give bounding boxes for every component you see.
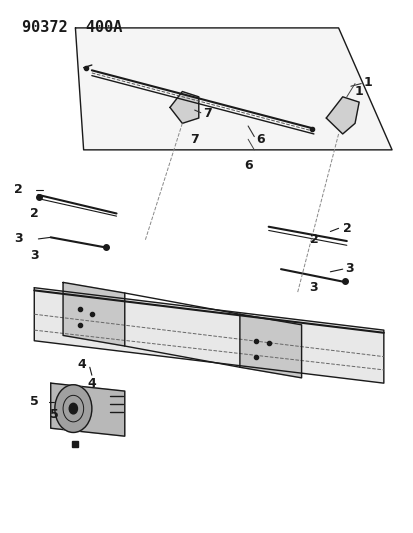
Text: 2: 2 bbox=[14, 183, 22, 196]
Text: 4: 4 bbox=[87, 377, 96, 390]
Text: 3: 3 bbox=[309, 281, 318, 294]
Text: 6: 6 bbox=[243, 159, 252, 172]
Text: 5: 5 bbox=[50, 408, 59, 422]
Text: 2: 2 bbox=[309, 233, 318, 246]
Text: 7: 7 bbox=[202, 107, 211, 120]
Text: 2: 2 bbox=[342, 222, 351, 235]
Circle shape bbox=[55, 385, 92, 432]
Text: 3: 3 bbox=[30, 249, 38, 262]
Polygon shape bbox=[325, 97, 358, 134]
Polygon shape bbox=[75, 28, 391, 150]
Text: 3: 3 bbox=[344, 262, 353, 274]
Polygon shape bbox=[63, 282, 124, 346]
Polygon shape bbox=[51, 383, 124, 436]
Text: 7: 7 bbox=[190, 133, 199, 146]
Text: 1: 1 bbox=[362, 76, 371, 89]
Polygon shape bbox=[170, 92, 198, 123]
Text: 90372  400A: 90372 400A bbox=[22, 20, 122, 35]
Text: 4: 4 bbox=[77, 358, 86, 371]
Text: 6: 6 bbox=[256, 133, 264, 146]
Text: 5: 5 bbox=[30, 395, 39, 408]
Text: 2: 2 bbox=[30, 207, 38, 220]
Polygon shape bbox=[239, 314, 301, 378]
Text: 1: 1 bbox=[354, 85, 363, 98]
Polygon shape bbox=[34, 288, 383, 383]
Text: 3: 3 bbox=[14, 232, 22, 245]
Circle shape bbox=[69, 403, 77, 414]
